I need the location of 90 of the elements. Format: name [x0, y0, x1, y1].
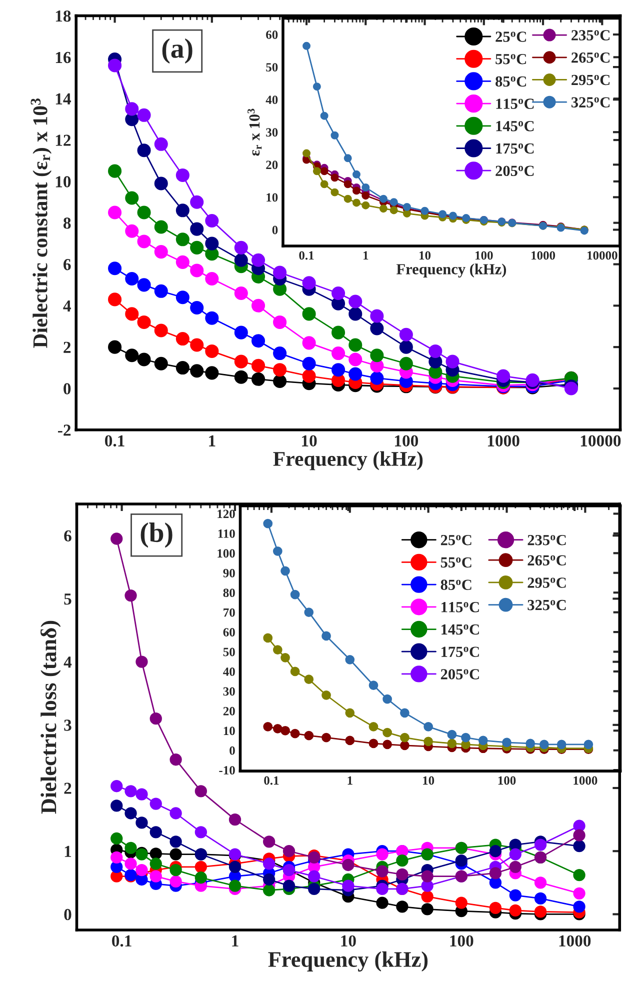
- x-tick-label: 10: [302, 435, 317, 446]
- y-tick-label: -2: [58, 424, 71, 436]
- x-tick-label: 10: [423, 776, 434, 785]
- x-tick-label: 10: [420, 251, 431, 260]
- y-tick-label: 16: [56, 52, 71, 64]
- legend-label: 325$^{o}$C: [571, 97, 610, 108]
- legend-label: 115$^{o}$C: [442, 602, 479, 612]
- x-tick-label: 10: [341, 935, 356, 947]
- y-tick-label: 60: [266, 30, 278, 39]
- legend-label: 235$^{o}$C: [572, 30, 610, 40]
- y-axis-title: Dielectric loss (tanδ): [40, 620, 61, 814]
- x-tick-label: 100: [395, 435, 418, 446]
- y-tick-label: 8: [63, 218, 71, 229]
- y-tick-label: 30: [266, 128, 278, 137]
- legend-label: 25$^{o}$C: [440, 534, 472, 546]
- legend-label: 115$^{o}$C: [496, 98, 534, 109]
- legend-label: 55$^{o}$C: [440, 557, 472, 568]
- legend-label: 145$^{o}$C: [496, 121, 534, 132]
- legend-label: 175$^{o}$C: [496, 143, 534, 154]
- y-tick-label: 12: [56, 134, 71, 146]
- legend-label: 205$^{o}$C: [496, 166, 534, 176]
- y-tick-label: 18: [56, 10, 71, 22]
- legend-label: 85$^{o}$C: [496, 76, 526, 87]
- y-tick-label: 40: [223, 667, 235, 676]
- y-axis-title: Dielectric constant (ε$_{r}$) x 10$^{3}$: [30, 98, 52, 348]
- y-tick-label: 40: [266, 96, 278, 104]
- legend-label: 145$^{o}$C: [442, 624, 479, 635]
- x-tick-label: 100: [498, 776, 516, 785]
- y-axis-title: ε$_{r}$ x 10$^{3}$: [248, 108, 262, 156]
- y-tick-label: 110: [218, 529, 235, 538]
- y-tick-label: -10: [219, 766, 235, 775]
- x-tick-label: 0.1: [112, 935, 132, 947]
- legend-label: 55$^{o}$C: [496, 54, 526, 64]
- y-tick-label: 70: [224, 608, 235, 617]
- legend-label: 25$^{o}$C: [496, 32, 526, 42]
- y-tick-label: 10: [56, 176, 71, 188]
- legend-label: 325$^{o}$C: [528, 600, 566, 610]
- y-tick-label: 2: [64, 342, 71, 353]
- y-tick-label: 2: [64, 782, 72, 794]
- y-tick-label: 0: [272, 226, 278, 234]
- legend-label: 175$^{o}$C: [442, 646, 479, 657]
- y-tick-label: 20: [223, 706, 235, 716]
- x-tick-label: 10000: [588, 251, 618, 260]
- legend-label: 265$^{o}$C: [528, 555, 566, 566]
- x-tick-label: 10000: [580, 435, 621, 446]
- y-tick-label: 50: [223, 648, 235, 656]
- x-tick-label: 0.1: [264, 776, 279, 785]
- y-tick-label: 30: [223, 687, 235, 696]
- legend-label: 295$^{o}$C: [528, 578, 566, 588]
- x-axis-title: Frequency (kHz): [396, 264, 506, 278]
- x-tick-label: 0.1: [299, 251, 314, 260]
- y-tick-label: 20: [266, 160, 278, 170]
- x-tick-label: 100: [476, 251, 493, 260]
- y-tick-label: 120: [218, 510, 235, 518]
- y-tick-label: 80: [223, 588, 235, 598]
- y-tick-label: 14: [56, 93, 71, 104]
- x-tick-label: 1: [209, 435, 216, 446]
- y-tick-label: 6: [64, 258, 71, 270]
- y-tick-label: 4: [64, 656, 72, 668]
- legend-label: 205$^{o}$C: [440, 669, 479, 680]
- y-tick-label: 1: [64, 846, 72, 857]
- x-tick-label: 1000: [559, 935, 591, 947]
- x-tick-label: 1000: [574, 776, 598, 785]
- x-tick-label: 1000: [488, 435, 520, 446]
- y-tick-label: 5: [64, 594, 72, 605]
- x-axis-title: Frequency (kHz): [273, 451, 423, 470]
- y-tick-label: 6: [64, 530, 72, 542]
- y-tick-label: 50: [266, 63, 278, 72]
- annotation: (a): [162, 38, 192, 64]
- x-axis-title: Frequency (kHz): [268, 951, 428, 972]
- annotation: (b): [140, 522, 172, 548]
- y-tick-label: 0: [230, 746, 235, 755]
- y-tick-label: 10: [266, 193, 278, 202]
- y-tick-label: 4: [63, 300, 71, 312]
- x-tick-label: 100: [450, 935, 474, 947]
- y-tick-label: 0: [64, 908, 72, 920]
- y-tick-label: 0: [64, 383, 71, 394]
- legend-label: 295$^{o}$C: [572, 74, 610, 86]
- legend-label: 85$^{o}$C: [440, 580, 472, 590]
- y-tick-label: 60: [223, 628, 235, 636]
- y-tick-label: 3: [64, 720, 72, 731]
- x-tick-label: 1000: [532, 251, 556, 260]
- legend-label: 265$^{o}$C: [572, 52, 610, 63]
- x-tick-label: 1: [364, 251, 368, 260]
- y-tick-label: 100: [218, 549, 235, 558]
- y-tick-label: 90: [223, 568, 235, 578]
- x-tick-label: 0.1: [105, 435, 124, 447]
- x-tick-label: 1: [348, 776, 352, 785]
- y-tick-label: 10: [224, 726, 235, 736]
- legend-label: 235$^{o}$C: [528, 534, 566, 546]
